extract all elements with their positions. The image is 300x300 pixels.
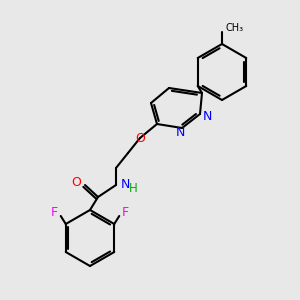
Text: F: F bbox=[51, 206, 58, 220]
Text: O: O bbox=[71, 176, 81, 188]
Text: H: H bbox=[129, 182, 138, 194]
Text: N: N bbox=[203, 110, 212, 122]
Text: F: F bbox=[122, 206, 129, 220]
Text: N: N bbox=[175, 127, 185, 140]
Text: N: N bbox=[121, 178, 130, 191]
Text: O: O bbox=[135, 131, 145, 145]
Text: CH₃: CH₃ bbox=[226, 23, 244, 33]
